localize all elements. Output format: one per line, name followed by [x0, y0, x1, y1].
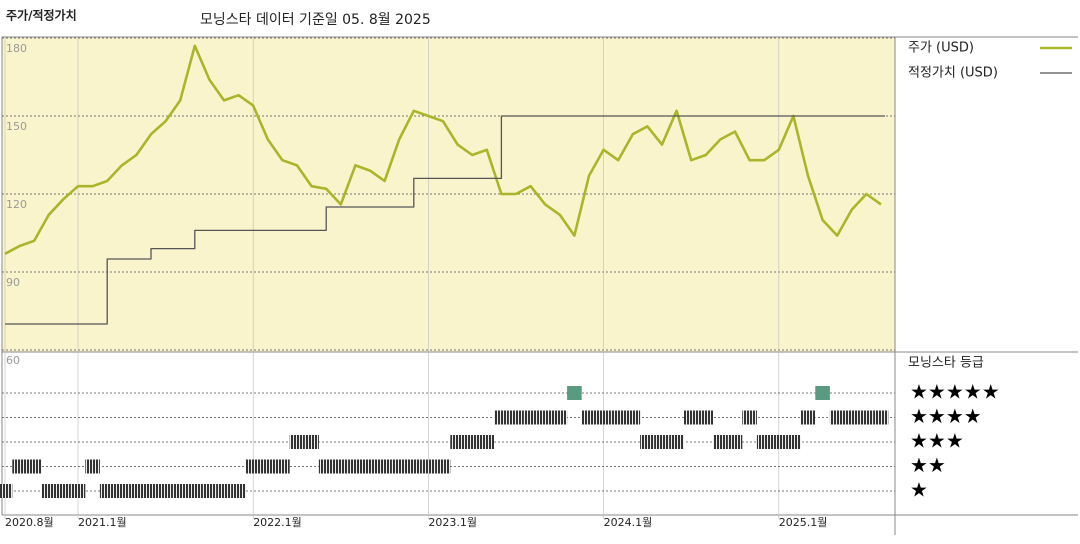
x-tick-label: 2023.1월 [428, 516, 477, 529]
x-tick-label: 2020.8월 [5, 516, 54, 529]
y-tick-label: 90 [6, 276, 20, 289]
legend-label: 적정가치 (USD) [908, 66, 998, 81]
rating-bar [771, 435, 787, 449]
legend-label: 주가 (USD) [908, 41, 974, 56]
rating-bar [800, 410, 816, 425]
rating-bar [143, 484, 159, 498]
rating-bar [844, 410, 860, 425]
rating-bar [231, 484, 246, 498]
rating-bar [289, 435, 305, 449]
rating-bar [85, 459, 100, 474]
rating-bar [158, 484, 173, 498]
rating-label: ★★ [910, 453, 946, 477]
rating-bar [464, 435, 480, 449]
y-tick-label: 180 [6, 42, 27, 55]
rating-bar [129, 484, 144, 498]
rating-title: 모닝스타 등급 [908, 356, 984, 371]
rating-label: ★★★★ [910, 404, 982, 428]
x-tick-label: 2021.1월 [78, 516, 127, 529]
rating-bar [70, 484, 86, 498]
rating-bar [333, 459, 349, 474]
rating-bar [742, 410, 757, 425]
rating-label: ★★★ [910, 429, 964, 453]
rating-bar [815, 386, 830, 400]
x-tick-label: 2024.1월 [604, 516, 653, 529]
rating-bar [260, 459, 276, 474]
rating-bar [26, 459, 42, 474]
rating-bar [114, 484, 130, 498]
rating-label: ★ [910, 478, 928, 502]
rating-bar [859, 410, 874, 425]
rating-label: ★★★★★ [910, 380, 1000, 404]
rating-bar [304, 435, 319, 449]
rating-bar [610, 410, 626, 425]
rating-bar [508, 410, 524, 425]
rating-bar [56, 484, 71, 498]
rating-bar [537, 410, 553, 425]
rating-bar [0, 484, 13, 498]
rating-bar [727, 435, 743, 449]
rating-bar [829, 410, 845, 425]
rating-bar [450, 435, 465, 449]
x-tick-label: 2025.1월 [779, 516, 828, 529]
rating-bar [99, 484, 115, 498]
rating-bar [567, 386, 582, 400]
y-tick-label: 60 [6, 354, 20, 367]
chart-title: 주가/적정가치 [6, 8, 77, 23]
rating-bar [756, 435, 772, 449]
rating-bar [391, 459, 407, 474]
rating-bar [362, 459, 378, 474]
rating-bar [377, 459, 392, 474]
rating-bar [172, 484, 188, 498]
rating-bar [494, 410, 509, 425]
chart-subtitle: 모닝스타 데이터 기준일 05. 8월 2025 [200, 12, 431, 28]
rating-bar [698, 410, 714, 425]
rating-bar [406, 459, 422, 474]
rating-bar [435, 459, 451, 474]
x-tick-label: 2022.1월 [253, 516, 302, 529]
rating-bar [640, 435, 655, 449]
rating-bar [523, 410, 538, 425]
rating-bar [581, 410, 597, 425]
y-tick-label: 150 [6, 120, 27, 133]
rating-bar [421, 459, 436, 474]
series-line [5, 115, 885, 325]
rating-bar [713, 435, 728, 449]
rating-bar [479, 435, 495, 449]
rating-bar [348, 459, 363, 474]
rating-bar [625, 410, 641, 425]
rating-bar [187, 484, 203, 498]
series-line [4, 44, 882, 255]
rating-bar [654, 435, 670, 449]
y-tick-label: 120 [6, 198, 27, 211]
rating-bar [596, 410, 611, 425]
rating-bar [41, 484, 57, 498]
rating-bar [275, 459, 290, 474]
rating-bar [669, 435, 684, 449]
rating-bar [245, 459, 261, 474]
rating-bar [683, 410, 699, 425]
rating-bar [12, 459, 27, 474]
rating-bar [216, 484, 232, 498]
rating-bar [318, 459, 334, 474]
rating-bar [202, 484, 217, 498]
rating-bar [873, 410, 889, 425]
rating-bar [786, 435, 801, 449]
rating-bar [552, 410, 568, 425]
